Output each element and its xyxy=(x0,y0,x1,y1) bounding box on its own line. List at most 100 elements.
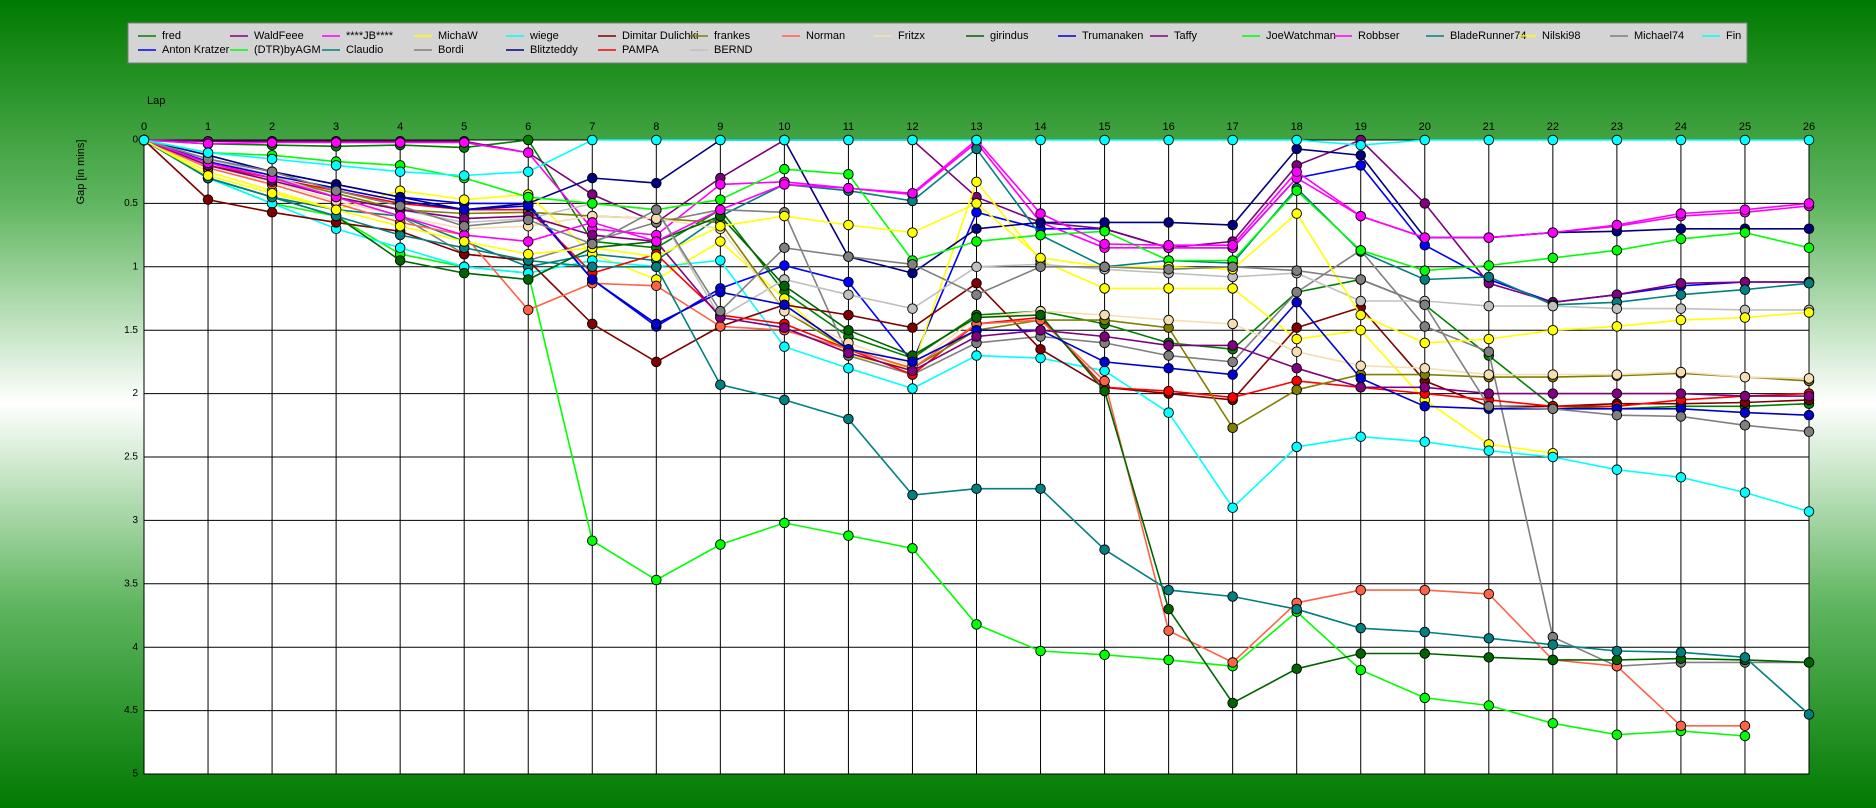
legend-label: Bordi xyxy=(438,44,464,56)
data-point xyxy=(1739,312,1751,323)
data-point xyxy=(1419,401,1431,412)
data-point xyxy=(1419,321,1431,332)
x-tick-label: 13 xyxy=(970,121,982,133)
data-point xyxy=(587,217,598,228)
data-point xyxy=(843,219,854,231)
data-point xyxy=(1419,299,1431,311)
data-point xyxy=(1547,718,1559,729)
legend-label: BladeRunner74 xyxy=(1450,30,1526,42)
data-point xyxy=(715,539,726,550)
data-point xyxy=(1099,544,1110,555)
data-point xyxy=(1227,219,1238,231)
data-point xyxy=(1355,431,1366,442)
data-point xyxy=(1291,166,1302,177)
data-point xyxy=(1291,346,1302,358)
x-tick-label: 9 xyxy=(717,121,723,133)
data-point xyxy=(1483,700,1495,711)
data-point xyxy=(1099,309,1110,321)
data-point xyxy=(1227,392,1238,403)
data-point xyxy=(587,274,598,285)
data-point xyxy=(843,182,854,194)
data-point xyxy=(907,267,918,279)
data-point xyxy=(1419,198,1431,209)
data-point xyxy=(522,166,534,177)
x-tick-label: 3 xyxy=(333,121,339,133)
legend-label: JoeWatchman xyxy=(1266,30,1336,42)
data-point xyxy=(202,170,214,181)
data-point xyxy=(1739,134,1751,146)
data-point xyxy=(1355,245,1366,256)
data-point xyxy=(1419,265,1431,276)
data-point xyxy=(907,356,918,368)
legend-label: BERND xyxy=(714,44,753,56)
data-point xyxy=(266,207,278,218)
y-tick-label: 0 xyxy=(132,135,138,146)
data-point xyxy=(843,251,854,262)
data-point xyxy=(266,153,278,165)
data-point xyxy=(1355,382,1366,393)
data-point xyxy=(1355,373,1366,384)
data-point xyxy=(1291,185,1302,196)
data-point xyxy=(1483,445,1495,456)
data-point xyxy=(1355,360,1366,371)
data-point xyxy=(1547,300,1559,312)
data-point xyxy=(971,331,982,342)
data-point xyxy=(907,303,918,314)
data-point xyxy=(1739,730,1751,742)
legend-label: ****JB**** xyxy=(346,30,394,42)
data-point xyxy=(651,261,662,273)
data-point xyxy=(1739,407,1751,418)
data-point xyxy=(1035,134,1046,146)
data-point xyxy=(1291,362,1302,374)
data-point xyxy=(1163,350,1174,361)
data-point xyxy=(1227,134,1238,146)
data-point xyxy=(1291,322,1302,333)
x-tick-label: 0 xyxy=(141,121,147,133)
data-point xyxy=(1739,652,1751,663)
data-point xyxy=(587,535,598,546)
x-tick-label: 26 xyxy=(1803,121,1815,133)
data-point xyxy=(1035,261,1046,273)
data-point xyxy=(1803,198,1815,209)
data-point xyxy=(715,179,726,190)
x-tick-label: 15 xyxy=(1098,121,1110,133)
data-point xyxy=(971,619,982,630)
x-tick-label: 20 xyxy=(1419,121,1431,133)
x-axis-label: Lap xyxy=(147,95,165,107)
data-point xyxy=(1291,603,1302,615)
y-tick-label: 0.5 xyxy=(124,198,138,209)
data-point xyxy=(1611,409,1623,421)
x-tick-label: 12 xyxy=(906,121,918,133)
data-point xyxy=(330,185,342,196)
data-point xyxy=(1035,208,1046,219)
data-point xyxy=(1483,588,1495,600)
data-point xyxy=(1675,223,1687,235)
data-point xyxy=(1611,729,1623,740)
data-point xyxy=(1803,278,1815,289)
data-point xyxy=(1163,217,1174,228)
x-tick-label: 22 xyxy=(1547,121,1559,133)
data-point xyxy=(1675,388,1687,399)
data-point xyxy=(843,168,854,180)
data-point xyxy=(1419,584,1431,596)
legend-label: Michael74 xyxy=(1634,30,1684,42)
data-point xyxy=(1675,472,1687,483)
data-point xyxy=(1803,373,1815,384)
data-point xyxy=(1099,649,1110,661)
data-point xyxy=(651,318,662,330)
data-point xyxy=(458,220,470,232)
data-point xyxy=(907,134,918,146)
data-point xyxy=(1099,283,1110,294)
data-point xyxy=(1099,331,1110,342)
data-point xyxy=(1803,709,1815,720)
data-point xyxy=(458,137,470,148)
data-point xyxy=(1675,314,1687,326)
data-point xyxy=(1291,134,1302,146)
data-point xyxy=(1483,134,1495,146)
data-point xyxy=(971,207,982,218)
data-point xyxy=(715,220,726,232)
data-point xyxy=(1419,648,1431,659)
data-point xyxy=(1291,663,1302,675)
x-tick-label: 8 xyxy=(653,121,659,133)
data-point xyxy=(522,236,534,247)
